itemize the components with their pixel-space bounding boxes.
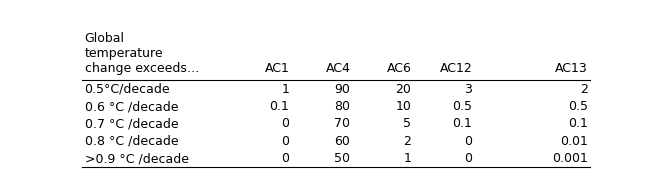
Text: AC6: AC6 — [386, 62, 411, 75]
Text: AC13: AC13 — [555, 62, 588, 75]
Text: 1: 1 — [281, 83, 289, 96]
Text: AC12: AC12 — [440, 62, 472, 75]
Text: 0: 0 — [464, 152, 472, 165]
Text: 0.8 °C /decade: 0.8 °C /decade — [85, 135, 178, 148]
Text: 0.5: 0.5 — [568, 100, 588, 113]
Text: 1: 1 — [403, 152, 411, 165]
Text: 2: 2 — [580, 83, 588, 96]
Text: 0.1: 0.1 — [453, 117, 472, 130]
Text: 20: 20 — [396, 83, 411, 96]
Text: 0.001: 0.001 — [552, 152, 588, 165]
Text: 2: 2 — [403, 135, 411, 148]
Text: 0.5: 0.5 — [453, 100, 472, 113]
Text: 0.5°C/decade: 0.5°C/decade — [85, 83, 170, 96]
Text: 0: 0 — [464, 135, 472, 148]
Text: AC1: AC1 — [264, 62, 289, 75]
Text: 0: 0 — [281, 135, 289, 148]
Text: AC4: AC4 — [325, 62, 350, 75]
Text: 0: 0 — [281, 117, 289, 130]
Text: 90: 90 — [335, 83, 350, 96]
Text: >0.9 °C /decade: >0.9 °C /decade — [85, 152, 188, 165]
Text: 60: 60 — [335, 135, 350, 148]
Text: 0.01: 0.01 — [560, 135, 588, 148]
Text: 0.1: 0.1 — [568, 117, 588, 130]
Text: 5: 5 — [403, 117, 411, 130]
Text: 80: 80 — [335, 100, 350, 113]
Text: 10: 10 — [396, 100, 411, 113]
Text: 0.1: 0.1 — [270, 100, 289, 113]
Text: 70: 70 — [335, 117, 350, 130]
Text: 50: 50 — [335, 152, 350, 165]
Text: 0.6 °C /decade: 0.6 °C /decade — [85, 100, 178, 113]
Text: 0.7 °C /decade: 0.7 °C /decade — [85, 117, 178, 130]
Text: Global
temperature
change exceeds…: Global temperature change exceeds… — [85, 32, 199, 75]
Text: 0: 0 — [281, 152, 289, 165]
Text: 3: 3 — [464, 83, 472, 96]
